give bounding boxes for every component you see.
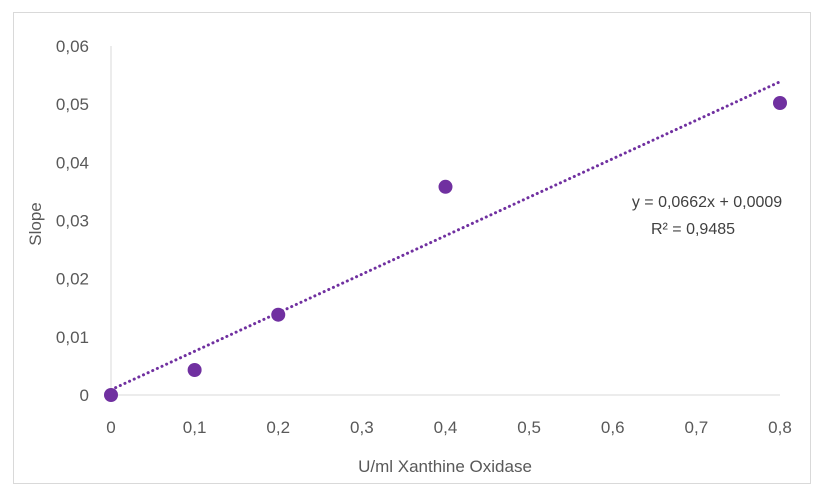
y-tick-labels: 0 0,01 0,02 0,03 0,04 0,05 0,06	[56, 37, 89, 405]
data-point	[271, 307, 286, 322]
x-tick-label: 0	[106, 418, 115, 437]
x-axis-title: U/ml Xanthine Oxidase	[358, 457, 532, 476]
trendline-r-squared: R² = 0,9485	[651, 221, 735, 238]
x-tick-label: 0,7	[685, 418, 709, 437]
y-tick-label: 0,04	[56, 153, 89, 172]
x-tick-label: 0,4	[434, 418, 458, 437]
x-tick-label: 0,1	[183, 418, 207, 437]
x-tick-labels: 0 0,1 0,2 0,3 0,4 0,5 0,6 0,7 0,8	[106, 418, 792, 437]
y-tick-label: 0,03	[56, 212, 89, 231]
y-tick-label: 0,01	[56, 328, 89, 347]
x-tick-label: 0,6	[601, 418, 625, 437]
x-tick-label: 0,3	[350, 418, 374, 437]
y-tick-label: 0,05	[56, 95, 89, 114]
x-tick-label: 0,8	[768, 418, 792, 437]
trendline-equation: y = 0,0662x + 0,0009	[632, 194, 782, 211]
y-tick-label: 0,02	[56, 270, 89, 289]
data-point	[187, 362, 202, 377]
trendline-group	[109, 80, 782, 392]
linear-trendline	[109, 80, 782, 392]
y-axis-title: Slope	[26, 202, 45, 245]
axes	[110, 46, 780, 396]
y-tick-label: 0,06	[56, 37, 89, 56]
chart-frame	[13, 12, 811, 484]
x-tick-label: 0,5	[517, 418, 541, 437]
data-point	[773, 96, 787, 111]
x-tick-label: 0,2	[266, 418, 290, 437]
data-point	[438, 179, 453, 194]
data-points	[104, 96, 787, 402]
data-point	[104, 388, 118, 402]
y-tick-label: 0	[80, 386, 89, 405]
